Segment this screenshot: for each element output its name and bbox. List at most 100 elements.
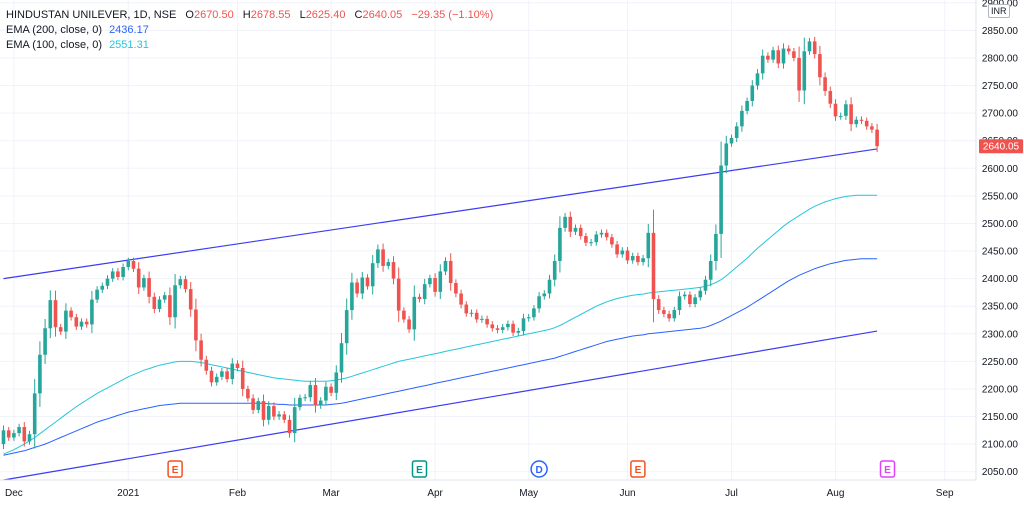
candle: [147, 271, 151, 304]
candle: [802, 37, 807, 105]
y-tick-label: 2100.00: [982, 440, 1019, 451]
candle: [838, 112, 843, 120]
candle: [292, 398, 297, 443]
candle: [854, 116, 859, 128]
open-label: O: [185, 9, 194, 21]
candle: [688, 291, 692, 308]
candle: [412, 285, 417, 341]
ohlc-row: HINDUSTAN UNILEVER, 1D, NSE O2670.50 H26…: [6, 8, 493, 23]
candle: [438, 264, 443, 300]
candle: [168, 287, 172, 325]
candle: [90, 290, 94, 334]
svg-text:2640.05: 2640.05: [983, 142, 1020, 153]
y-tick-label: 2050.00: [982, 467, 1019, 478]
candle: [126, 257, 131, 271]
candle: [235, 360, 240, 372]
currency-badge[interactable]: INR: [988, 4, 1010, 18]
channel-lower-line[interactable]: [3, 330, 878, 481]
candle: [818, 45, 822, 86]
candle: [84, 318, 89, 328]
candle: [339, 332, 344, 383]
channel-upper-line[interactable]: [3, 148, 878, 280]
dividend-marker[interactable]: D: [530, 460, 548, 478]
svg-text:D: D: [535, 465, 542, 476]
candle: [740, 105, 744, 132]
candle: [417, 293, 422, 303]
x-tick-label: Apr: [427, 488, 443, 499]
candle: [812, 36, 817, 59]
candle: [714, 224, 718, 271]
candle: [360, 271, 365, 300]
x-tick-label: May: [519, 488, 538, 499]
candle: [443, 257, 448, 276]
earnings-marker[interactable]: E: [879, 460, 896, 478]
candle: [381, 243, 385, 272]
candle: [454, 279, 458, 298]
ema100-line[interactable]: [3, 194, 878, 455]
y-tick-label: 2200.00: [982, 384, 1019, 395]
candle: [677, 291, 682, 315]
x-tick-label: Jul: [725, 488, 738, 499]
y-tick-label: 2750.00: [982, 81, 1019, 92]
price-axis[interactable]: 2050.00 2100.00 2150.00 2200.00 2250.00 2300.…: [982, 0, 1019, 478]
candle: [599, 229, 604, 238]
candle: [474, 309, 479, 323]
candle: [521, 313, 526, 336]
candle: [266, 401, 271, 425]
candle: [6, 427, 11, 441]
candle: [272, 402, 276, 421]
candle: [844, 100, 848, 120]
trend-channel-lines: [3, 148, 878, 481]
y-tick-label: 2400.00: [982, 274, 1019, 285]
candle: [490, 321, 495, 332]
x-tick-label: Sep: [936, 488, 954, 499]
candle: [563, 212, 567, 232]
candle: [261, 394, 266, 427]
y-tick-label: 2600.00: [982, 164, 1019, 175]
ema100-label: EMA (100, close, 0): [6, 39, 102, 51]
candle: [469, 309, 474, 317]
candle: [792, 48, 796, 62]
candle: [568, 211, 573, 237]
candle: [428, 274, 432, 288]
candle: [552, 254, 557, 287]
candle: [27, 430, 32, 445]
y-tick-label: 2700.00: [982, 109, 1019, 120]
x-tick-label: 2021: [117, 488, 140, 499]
symbol-title[interactable]: HINDUSTAN UNILEVER, 1D, NSE: [6, 9, 177, 21]
candle: [79, 318, 84, 330]
candle: [594, 231, 599, 246]
candle: [131, 257, 136, 272]
candle: [324, 381, 328, 406]
earnings-marker[interactable]: E: [167, 460, 183, 478]
ema200-value: 2436.17: [109, 24, 149, 36]
earnings-marker[interactable]: E: [630, 460, 646, 478]
candle: [833, 99, 838, 121]
time-axis[interactable]: Dec2021FebMarAprMayJunJulAugSepOctNov: [5, 488, 1024, 499]
candle: [313, 377, 318, 413]
candle: [506, 320, 510, 331]
candle: [542, 290, 547, 300]
candle: [386, 258, 391, 270]
ema200-row[interactable]: EMA (200, close, 0) 2436.17: [6, 23, 493, 38]
candle: [209, 366, 214, 387]
candle: [682, 291, 687, 300]
ema100-row[interactable]: EMA (100, close, 0) 2551.31: [6, 38, 493, 53]
change-value: −29.35 (−1.10%): [411, 9, 494, 21]
candle: [240, 360, 245, 397]
candle: [303, 393, 307, 402]
earnings-marker[interactable]: E: [411, 460, 428, 478]
x-tick-label: Aug: [827, 488, 845, 499]
candle: [693, 294, 697, 308]
candle: [771, 46, 775, 63]
candle: [589, 238, 593, 247]
ema200-line[interactable]: [3, 258, 878, 456]
candle: [610, 233, 614, 248]
candle: [318, 397, 323, 409]
candle: [703, 275, 708, 295]
candle: [859, 116, 864, 125]
low-value: 2625.40: [305, 9, 346, 21]
last-price-tag: 2640.05: [979, 139, 1023, 154]
